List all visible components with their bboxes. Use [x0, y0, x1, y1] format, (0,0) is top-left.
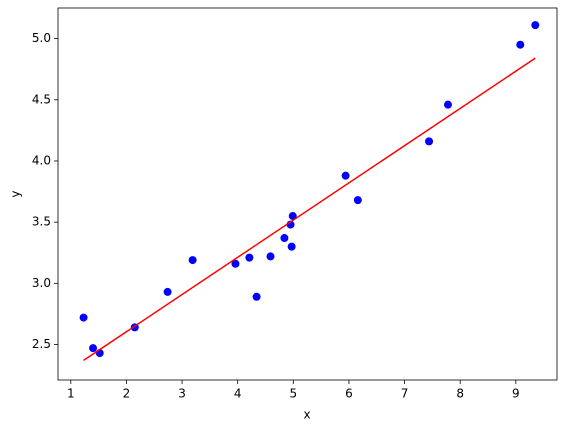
x-tick-label: 7	[401, 387, 409, 401]
x-tick-label: 2	[123, 387, 131, 401]
x-tick-label: 1	[67, 387, 75, 401]
plot-frame	[57, 7, 558, 381]
point	[516, 40, 525, 49]
y-tick-label: 2.5	[32, 337, 51, 351]
point	[163, 287, 172, 296]
x-tick-label: 6	[345, 387, 353, 401]
point	[341, 171, 350, 180]
x-tick-label: 4	[234, 387, 242, 401]
y-tick-label: 4.0	[32, 153, 51, 167]
point	[266, 252, 275, 261]
point	[79, 313, 88, 322]
point	[252, 292, 261, 301]
point	[188, 256, 197, 265]
point	[288, 212, 297, 221]
point	[89, 344, 98, 353]
point	[353, 196, 362, 205]
point	[245, 253, 254, 262]
y-tick-label: 3.5	[32, 215, 51, 229]
x-tick-label: 8	[456, 387, 464, 401]
y-tick-label: 5.0	[32, 31, 51, 45]
point	[280, 234, 289, 243]
point	[531, 21, 540, 30]
x-tick-label: 3	[178, 387, 186, 401]
fit-line	[83, 57, 536, 362]
point	[231, 259, 240, 268]
x-tick-label: 9	[512, 387, 520, 401]
point	[287, 242, 296, 251]
x-axis-label: x	[303, 408, 310, 422]
y-tick-label: 4.5	[32, 92, 51, 106]
x-tick-label: 5	[289, 387, 297, 401]
y-axis-label: y	[9, 190, 23, 197]
y-tick-label: 3.0	[32, 276, 51, 290]
point	[443, 100, 452, 109]
point	[425, 137, 434, 146]
